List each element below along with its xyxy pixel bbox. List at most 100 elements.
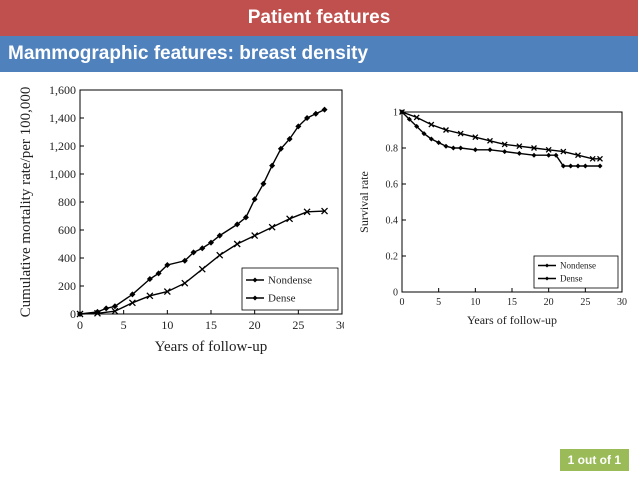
data-point (260, 180, 267, 187)
data-point (597, 155, 603, 162)
data-point (568, 163, 574, 169)
data-point (251, 232, 259, 240)
survival-rate-chart: 0 5 10 15 20 25 30 0 0.2 0.4 0.6 0.8 1 Years of follo… (357, 107, 627, 327)
data-point (516, 150, 522, 156)
mortality-rate-chart: 0 5 10 15 20 25 30 0 200 400 600 800 1,000 1,200 1,400… (18, 83, 344, 355)
legend-box (533, 255, 619, 289)
x-tick-label: 0 (77, 318, 83, 332)
y-tick-label: 1 (393, 107, 398, 118)
data-point (501, 141, 508, 148)
y-tick-label: 1,600 (49, 83, 76, 97)
x-tick-label: 20 (544, 297, 554, 308)
x-axis-label: Years of follow-up (467, 313, 557, 327)
legend-label: Dense (560, 274, 583, 284)
legend-label: Dense (268, 293, 296, 305)
y-tick-label: 0 (70, 307, 76, 321)
data-point (181, 257, 188, 264)
x-tick-label: 25 (292, 318, 304, 332)
data-point (303, 208, 311, 216)
series-nondense (76, 207, 328, 318)
data-point (129, 291, 136, 298)
x-tick-label: 10 (470, 297, 480, 308)
data-point (268, 223, 276, 231)
data-point (458, 145, 464, 151)
data-point (208, 239, 214, 246)
data-point (531, 145, 537, 151)
legend: Nondense Dense (241, 267, 339, 311)
x-tick-label: 0 (400, 297, 405, 308)
data-point (597, 163, 603, 169)
x-tick-label: 5 (121, 318, 127, 332)
data-point (269, 162, 276, 169)
y-tick-label: 200 (58, 279, 76, 293)
data-point (128, 299, 136, 307)
x-tick-label: 25 (580, 297, 590, 308)
data-point (146, 276, 153, 282)
legend-label: Nondense (560, 261, 596, 271)
x-tick-label: 5 (436, 297, 441, 308)
data-point (421, 131, 427, 137)
y-tick-label: 0 (393, 287, 398, 298)
data-point (216, 232, 223, 239)
data-point (251, 196, 258, 203)
series-line (79, 108, 325, 315)
y-tick-label: 800 (58, 195, 76, 209)
data-point (155, 270, 162, 277)
legend-label: Nondense (268, 275, 312, 287)
data-point (545, 146, 552, 153)
data-point (242, 214, 249, 221)
data-point (487, 137, 493, 144)
page-indicator: 1 out of 1 (558, 448, 630, 472)
data-point (589, 155, 596, 162)
data-point (575, 163, 581, 169)
data-point (111, 307, 119, 315)
data-point (428, 136, 434, 142)
data-point (94, 308, 101, 315)
data-point (553, 152, 559, 158)
data-point (233, 240, 241, 248)
x-tick-label: 10 (161, 318, 173, 332)
data-point (546, 152, 552, 158)
data-point (531, 152, 537, 158)
data-point (443, 127, 449, 133)
x-tick-label: 30 (617, 297, 627, 308)
data-point (472, 134, 479, 141)
y-tick-label: 400 (58, 251, 76, 265)
data-point (164, 262, 171, 268)
x-tick-label: 20 (249, 318, 261, 332)
data-point (321, 106, 328, 113)
data-point (234, 221, 241, 228)
y-axis-label: Cumulative mortality rate/per 100,000 (18, 87, 34, 318)
x-tick-label: 30 (336, 318, 344, 332)
data-point (77, 311, 83, 317)
data-point (312, 110, 319, 117)
y-tick-label: 1,200 (49, 139, 76, 153)
legend-marker (252, 295, 258, 301)
data-point (560, 163, 566, 169)
data-point (516, 143, 523, 150)
data-point (111, 303, 118, 310)
legend: Nondense Dense (533, 255, 619, 289)
data-point (443, 143, 449, 149)
data-point (450, 145, 456, 151)
data-point (199, 245, 206, 252)
data-point (560, 148, 567, 155)
data-point (399, 109, 405, 115)
slide-subtitle: Mammographic features: breast density (0, 36, 638, 72)
data-point (277, 145, 284, 152)
legend-marker (545, 276, 549, 281)
data-point (146, 292, 154, 300)
data-point (436, 140, 442, 146)
data-point (575, 152, 581, 159)
data-point (295, 123, 302, 130)
series-dense (77, 106, 328, 317)
series-nondense (399, 109, 603, 162)
x-tick-label: 15 (205, 318, 217, 332)
data-point (413, 114, 420, 121)
y-tick-label: 0.2 (386, 251, 399, 262)
x-axis-label: Years of follow-up (155, 339, 268, 355)
data-point (103, 305, 110, 312)
data-point (321, 207, 328, 215)
data-point (286, 215, 294, 223)
legend-marker (545, 263, 549, 268)
